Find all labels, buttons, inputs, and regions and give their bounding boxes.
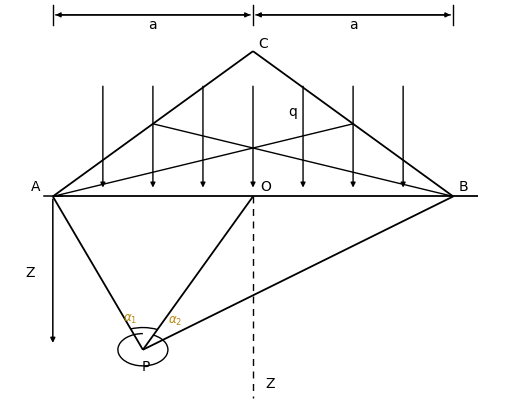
Text: Z: Z — [265, 377, 275, 391]
Text: O: O — [260, 180, 271, 194]
Text: P: P — [141, 360, 149, 374]
Text: a: a — [148, 18, 157, 32]
Text: B: B — [457, 180, 467, 194]
Text: q: q — [288, 105, 297, 119]
Text: Z: Z — [25, 266, 35, 280]
Text: A: A — [31, 180, 40, 194]
Text: $\alpha_2$: $\alpha_2$ — [168, 315, 182, 328]
Text: a: a — [348, 18, 357, 32]
Text: $\alpha_1$: $\alpha_1$ — [123, 313, 137, 326]
Text: C: C — [258, 37, 267, 51]
